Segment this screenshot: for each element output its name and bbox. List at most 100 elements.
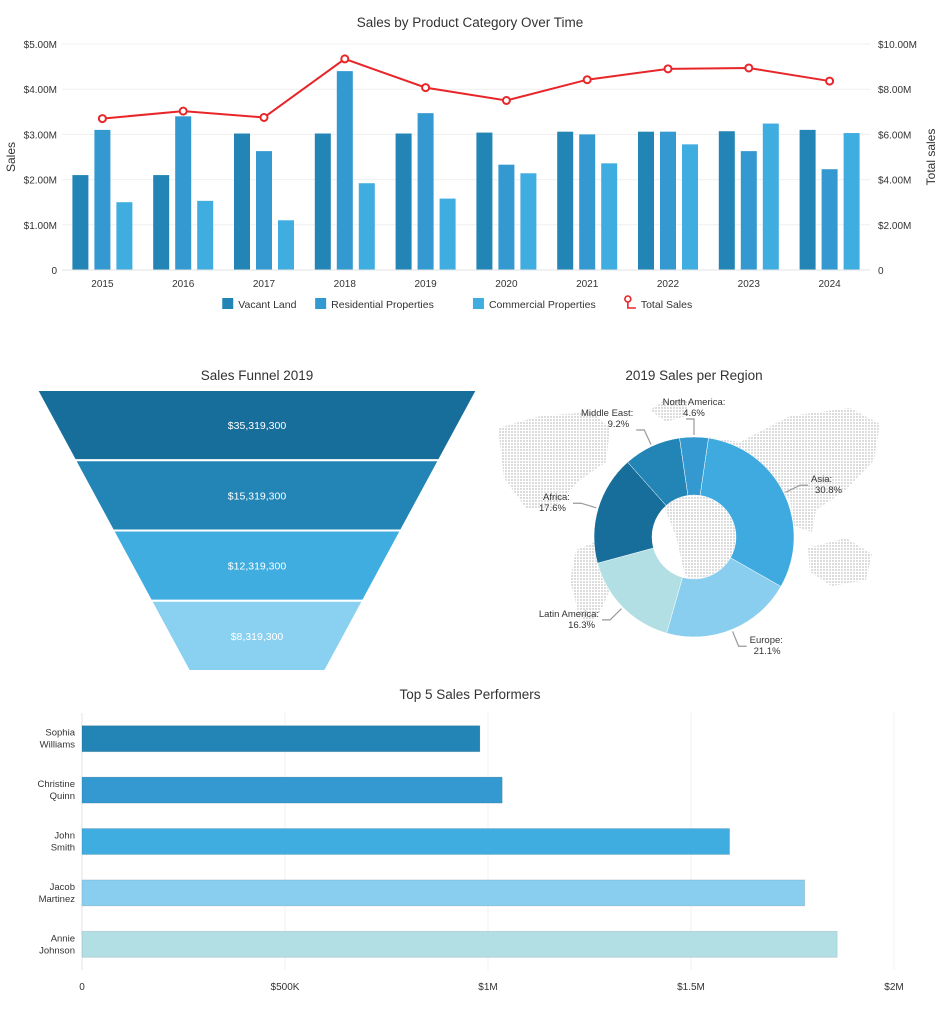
x-tick-label: 2015 (91, 279, 114, 290)
funnel-stage-label: $35,319,300 (228, 420, 287, 432)
x-tick-label: 2019 (414, 279, 437, 290)
total-sales-point[interactable] (259, 112, 269, 122)
bar-commercial[interactable] (197, 200, 214, 270)
y2-tick-label: $10.00M (878, 40, 917, 51)
x-tick-label: 2020 (495, 279, 518, 290)
performer-name: Sophia Williams (40, 728, 76, 751)
total-sales-point[interactable] (744, 63, 754, 73)
y2-tick-label: 0 (878, 266, 884, 277)
total-sales-point[interactable] (178, 106, 188, 116)
bar-vacant[interactable] (234, 133, 250, 270)
bar-vacant[interactable] (476, 132, 493, 270)
bar-commercial[interactable] (762, 123, 779, 270)
bar-vacant[interactable] (718, 131, 735, 270)
donut-slice[interactable] (666, 557, 782, 638)
y2-tick-label: $2.00M (878, 221, 911, 232)
donut-leader-line (785, 484, 809, 493)
bar-commercial[interactable] (843, 133, 860, 270)
sales-combo-chart: Sales by Product Category Over Time Sale… (4, 15, 938, 311)
bar-commercial[interactable] (116, 202, 133, 270)
x-tick-label: $1.5M (677, 982, 705, 993)
y2-axis-label: Total sales (924, 129, 938, 186)
bar-commercial[interactable] (520, 173, 537, 270)
bar-commercial[interactable] (439, 198, 456, 270)
donut-leader-line (602, 608, 622, 621)
total-sales-point[interactable] (825, 76, 835, 86)
performer-bar[interactable] (81, 776, 503, 804)
bar-residential[interactable] (417, 113, 434, 270)
bar-commercial[interactable] (358, 183, 375, 270)
legend-label: Total Sales (641, 299, 692, 311)
region-donut-chart: 2019 Sales per Region Asia: 30.8% Europe: 2… (498, 368, 880, 657)
bar-residential[interactable] (660, 131, 676, 270)
donut-title: 2019 Sales per Region (625, 368, 762, 383)
bar-residential[interactable] (336, 71, 353, 271)
donut-slice[interactable] (593, 461, 667, 564)
donut-slice[interactable] (679, 436, 709, 496)
bar-residential[interactable] (175, 116, 192, 270)
funnel-stage-label: $8,319,300 (231, 631, 284, 643)
legend-item[interactable]: Residential Properties (315, 298, 434, 311)
funnel-stage-label: $15,319,300 (228, 490, 287, 502)
chart-legend: Vacant Land Residential Properties Commerc… (222, 295, 692, 311)
bar-vacant[interactable] (153, 175, 170, 270)
total-sales-point[interactable] (97, 114, 107, 124)
donut-slice[interactable] (597, 547, 683, 634)
bar-residential[interactable] (579, 134, 596, 270)
total-sales-point[interactable] (501, 96, 511, 105)
legend-label: Residential Properties (331, 299, 434, 311)
bar-vacant[interactable] (638, 131, 654, 270)
total-sales-point[interactable] (582, 75, 592, 85)
total-sales-line (102, 57, 830, 120)
bar-vacant[interactable] (72, 175, 89, 270)
donut-slice[interactable] (699, 437, 795, 587)
bar-vacant[interactable] (395, 133, 412, 270)
donut-label: Asia: 30.8% (811, 474, 842, 496)
y-tick-label: $3.00M (24, 130, 57, 141)
legend-item[interactable]: Commercial Properties (472, 298, 596, 311)
bar-residential[interactable] (498, 164, 515, 270)
y2-tick-label: $8.00M (878, 85, 911, 96)
bar-residential[interactable] (821, 169, 838, 270)
performer-name: Jacob Martinez (39, 882, 76, 905)
sales-funnel-chart: Sales Funnel 2019 $35,319,300 $15,319,300… (35, 368, 479, 672)
y-tick-label: 0 (51, 266, 57, 277)
legend-marker-icon (624, 295, 632, 303)
x-tick-label: 2021 (576, 279, 599, 290)
bar-residential[interactable] (256, 151, 272, 270)
bar-commercial[interactable] (682, 144, 698, 270)
x-tick-label: 2024 (818, 279, 841, 290)
bar-vacant[interactable] (799, 129, 816, 270)
bar-commercial[interactable] (278, 220, 294, 270)
legend-label: Vacant Land (238, 299, 296, 311)
legend-swatch (222, 298, 234, 309)
bar-commercial[interactable] (601, 163, 618, 270)
chart-title: Sales by Product Category Over Time (357, 15, 584, 30)
performer-bar[interactable] (81, 930, 838, 958)
bar-residential[interactable] (740, 151, 757, 270)
total-sales-point[interactable] (663, 64, 673, 74)
x-tick-label: 2018 (334, 279, 357, 290)
y2-tick-label: $6.00M (878, 130, 911, 141)
performer-name: John Smith (51, 831, 75, 854)
funnel-stage-label: $12,319,300 (228, 561, 287, 573)
performer-bar[interactable] (81, 828, 730, 855)
legend-item[interactable]: Vacant Land (222, 298, 297, 311)
legend-item[interactable]: Total Sales (624, 295, 692, 311)
x-tick-label: 2016 (172, 279, 195, 290)
x-tick-label: $2M (884, 982, 903, 993)
performer-bar[interactable] (81, 725, 481, 753)
bar-vacant[interactable] (314, 133, 331, 270)
y-tick-label: $5.00M (24, 40, 57, 51)
legend-swatch (472, 298, 484, 309)
funnel-title: Sales Funnel 2019 (201, 368, 314, 383)
bar-residential[interactable] (94, 129, 111, 270)
performer-bar[interactable] (81, 879, 806, 907)
funnel-stage[interactable] (149, 599, 365, 672)
total-sales-point[interactable] (340, 54, 350, 64)
bar-vacant[interactable] (557, 131, 574, 270)
total-sales-point[interactable] (421, 83, 431, 93)
donut-leader-line (572, 502, 597, 509)
performer-name: Annie Johnson (39, 933, 75, 956)
x-tick-label: 2022 (657, 279, 680, 290)
